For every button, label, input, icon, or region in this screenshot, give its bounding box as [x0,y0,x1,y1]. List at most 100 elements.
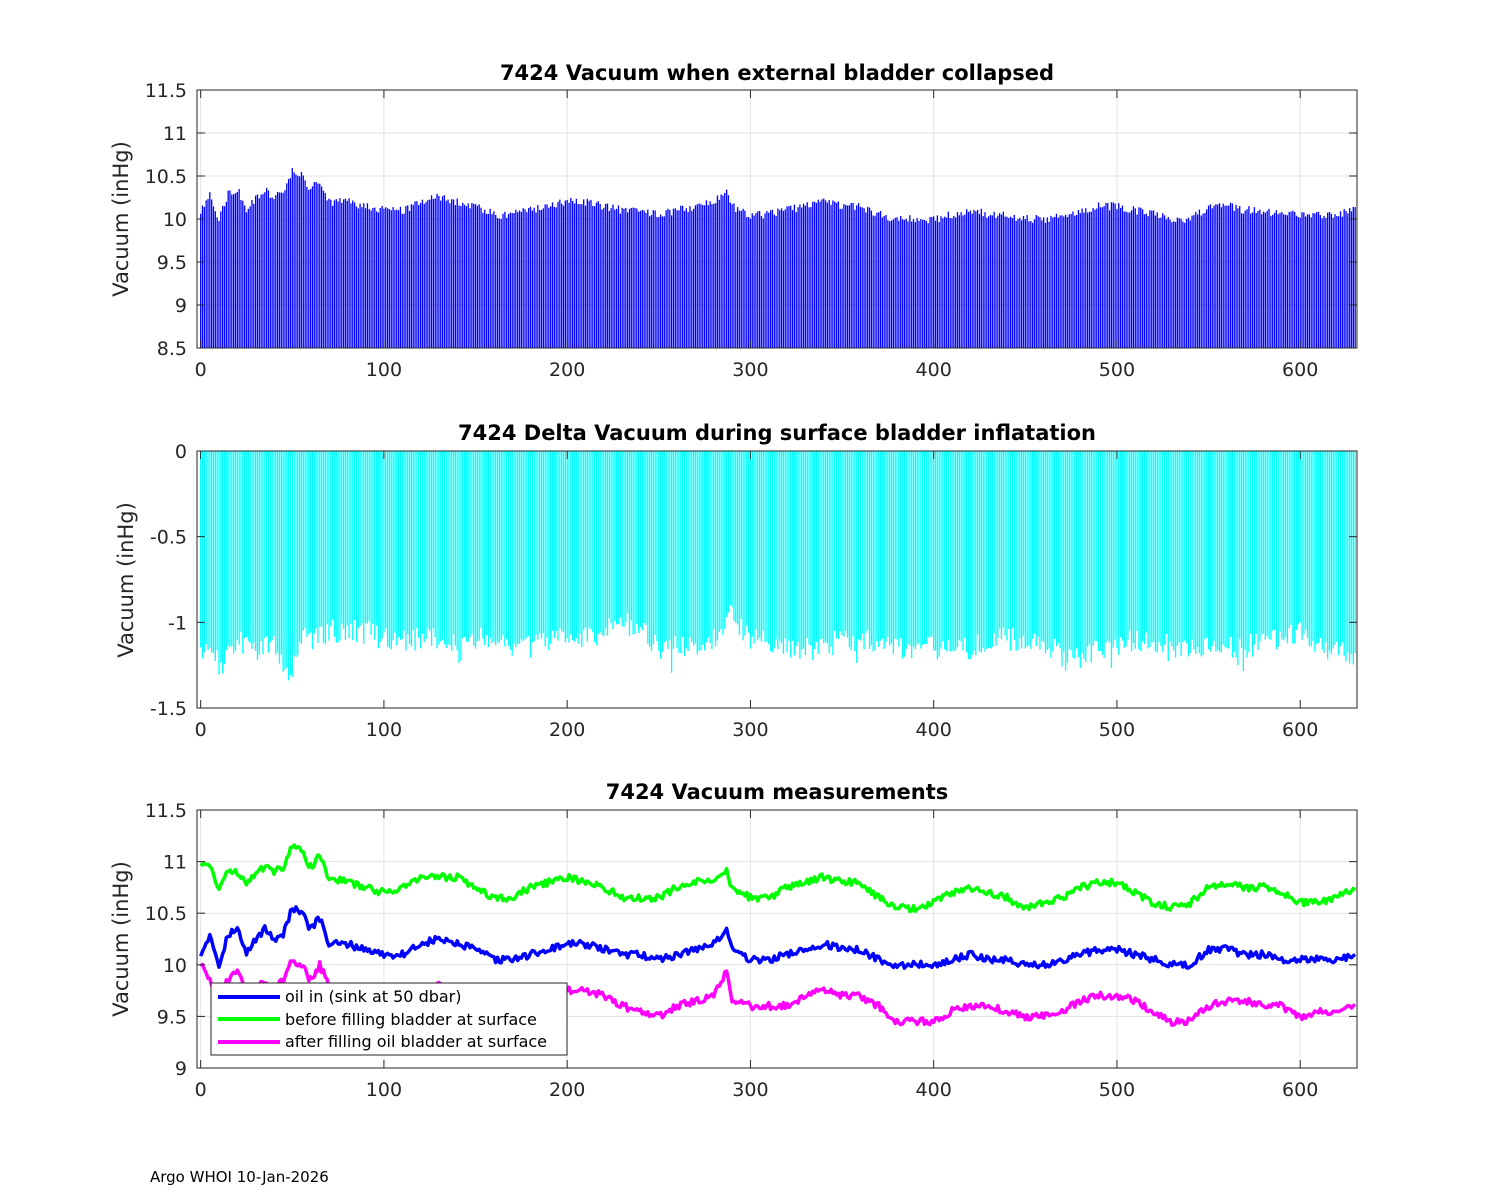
chart-title: 7424 Vacuum measurements [606,780,949,804]
bar [1123,451,1125,648]
bar [1004,216,1006,348]
bar [1059,451,1061,649]
bar [936,451,938,660]
panel-delta-vacuum: 0 100 200 300 400 500 600 -1.5 -1 -0.5 0 7424 Del… [114,421,1358,741]
bar [1149,210,1151,348]
bar [912,451,915,647]
bar [980,451,982,653]
bar [619,213,621,348]
bar [419,451,422,649]
bar [1297,217,1300,348]
bar [427,451,429,629]
bar [1239,205,1241,348]
bar [254,195,257,348]
bar [1224,205,1226,348]
bar [1028,221,1030,348]
bar [1019,451,1021,639]
bar [1338,451,1340,656]
bar [975,451,977,656]
bar [452,199,455,348]
bar [1138,207,1140,348]
bar [1143,214,1146,348]
bar [665,210,667,348]
bar [925,451,927,645]
bar [658,451,660,651]
bar [769,210,772,348]
bar [676,210,678,348]
axes-box [196,809,1358,1069]
bar [812,451,814,660]
bar [892,451,895,654]
bar [1299,217,1301,348]
bar [1283,451,1285,641]
bar [1226,205,1228,348]
bar [621,451,623,627]
x-tick-label: 100 [366,719,402,741]
bar [694,451,697,644]
bar [1193,215,1195,348]
bar [962,451,964,651]
bar [738,210,741,348]
bar [306,451,308,637]
bar [1310,217,1312,348]
bar [1294,211,1296,348]
bar [865,451,867,633]
bar [1096,208,1098,348]
bar [1114,451,1116,640]
bar [1075,214,1078,348]
bar [742,451,744,641]
bar [901,219,904,348]
bar [1301,212,1303,348]
bar [1154,451,1157,652]
bar [1253,451,1256,645]
bar [234,451,237,651]
bar [870,451,873,646]
bar [747,216,750,348]
bar [275,451,277,655]
bar [513,213,515,348]
bar [579,204,581,348]
bar [315,451,317,629]
bar [929,217,931,348]
bar [733,451,735,621]
bar [727,451,730,613]
bar [1209,451,1212,652]
bar [1033,451,1036,634]
bar [408,451,411,644]
bar [594,451,596,643]
bar [980,208,982,348]
bar [1257,451,1259,651]
bar [852,202,854,348]
bar [509,451,512,650]
series-line-1 [199,905,1357,970]
bar [1231,451,1234,658]
bar [793,204,796,348]
bar [1031,451,1034,640]
y-tick-label: 11 [163,852,187,874]
bar [487,451,490,648]
bar [879,451,882,641]
bar [1024,219,1026,348]
bar [432,199,435,348]
bar [265,451,268,637]
bar [1107,203,1109,348]
bar [408,211,411,348]
bar [297,175,299,348]
x-tick-label: 600 [1282,1079,1318,1101]
bar [944,216,946,348]
bar [1167,451,1169,662]
bar [988,451,990,648]
bar [471,203,473,348]
bar [1030,451,1032,649]
bar [412,204,414,348]
bar [1338,216,1340,348]
bar [1171,451,1173,647]
bar [1317,211,1320,348]
bar [498,218,501,348]
bar [955,451,957,651]
bar [473,451,475,646]
bar [610,451,612,624]
bar [436,193,438,348]
bar [352,200,354,348]
bar [810,451,812,646]
